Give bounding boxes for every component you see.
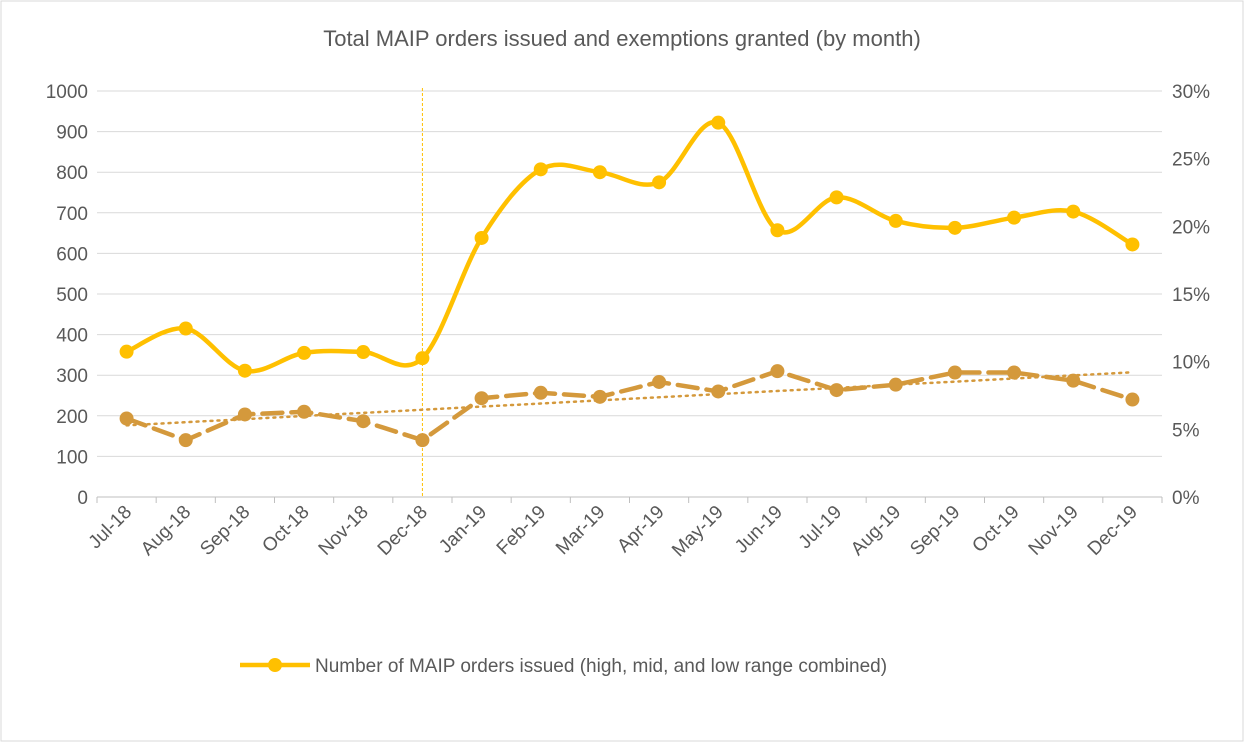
- y-tick-label: 600: [56, 244, 88, 265]
- point: [533, 385, 548, 400]
- point: [888, 377, 903, 392]
- point: [829, 383, 844, 398]
- y-tick-label: 0: [77, 488, 88, 509]
- point: [415, 351, 430, 366]
- y2-tick-label: 0%: [1172, 488, 1200, 509]
- point: [947, 365, 962, 380]
- point: [1007, 210, 1022, 225]
- point: [888, 213, 903, 228]
- point: [178, 321, 193, 336]
- point: [356, 345, 371, 360]
- point: [652, 374, 667, 389]
- point: [237, 363, 252, 378]
- y2-tick-label: 5%: [1172, 420, 1200, 441]
- y-tick-label: 700: [56, 204, 88, 225]
- y2-tick-label: 10%: [1172, 353, 1210, 374]
- y2-tick-label: 25%: [1172, 150, 1210, 171]
- point: [711, 115, 726, 130]
- series-line: [124, 368, 1135, 443]
- point: [474, 230, 489, 245]
- point: [1125, 237, 1140, 252]
- point: [1066, 373, 1081, 388]
- point: [119, 344, 134, 359]
- point: [119, 411, 134, 426]
- point: [711, 384, 726, 399]
- y-tick-label: 300: [56, 366, 88, 387]
- y-tick-label: 500: [56, 285, 88, 306]
- point: [297, 345, 312, 360]
- y-tick-label: 1000: [46, 82, 88, 103]
- point: [770, 364, 785, 379]
- y-tick-label: 400: [56, 326, 88, 347]
- legend-marker: [268, 658, 282, 672]
- y-tick-label: 800: [56, 163, 88, 184]
- point: [1066, 204, 1081, 219]
- point: [297, 404, 312, 419]
- y2-tick-label: 20%: [1172, 217, 1210, 238]
- y-tick-label: 900: [56, 123, 88, 144]
- y2-tick-label: 30%: [1172, 82, 1210, 103]
- point: [947, 220, 962, 235]
- y-tick-label: 200: [56, 407, 88, 428]
- chart-title: Total MAIP orders issued and exemptions …: [323, 26, 921, 51]
- point: [474, 391, 489, 406]
- y2-tick-label: 15%: [1172, 285, 1210, 306]
- point: [829, 190, 844, 205]
- point: [533, 162, 548, 177]
- legend-label: Number of MAIP orders issued (high, mid,…: [315, 656, 887, 677]
- trendline: [125, 371, 1134, 427]
- point: [1007, 365, 1022, 380]
- point: [652, 175, 667, 190]
- point: [178, 433, 193, 448]
- y-tick-label: 100: [56, 447, 88, 468]
- point: [356, 414, 371, 429]
- point: [592, 165, 607, 180]
- point: [415, 433, 430, 448]
- point: [592, 389, 607, 404]
- point: [1125, 392, 1140, 407]
- point: [770, 223, 785, 238]
- point: [237, 407, 252, 422]
